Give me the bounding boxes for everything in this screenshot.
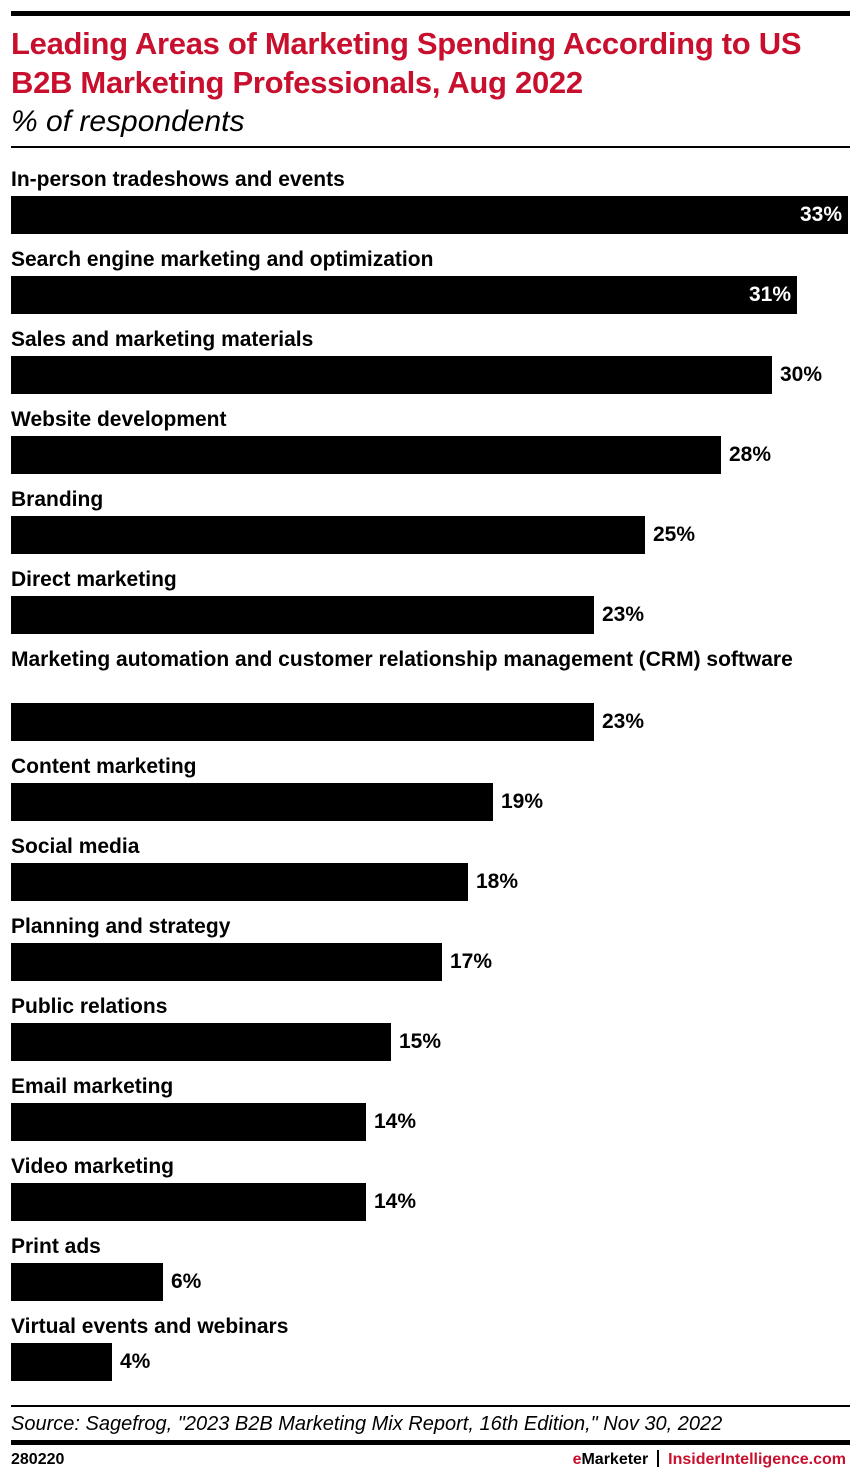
source-rule [11,1405,850,1407]
top-rule [11,11,850,16]
bar [11,1263,163,1301]
bar [11,516,645,554]
bar-value-label: 28% [729,443,772,466]
chart-id: 280220 [11,1451,65,1468]
bar-value-label: 31% [748,283,791,306]
bar-value-label: 23% [602,710,645,733]
brand-emarketer-e: e [572,1451,582,1468]
bar-label: Virtual events and webinars [11,1315,289,1338]
bar-value-label: 19% [501,790,544,813]
bar [11,1023,391,1061]
bar [11,863,468,901]
bar-label: Video marketing [11,1155,174,1178]
bar-label: Email marketing [11,1075,174,1098]
bar-value-label: 6% [171,1270,202,1293]
bar-label: Print ads [11,1235,101,1258]
bar-value-label: 23% [602,603,645,626]
bar-value-label: 4% [120,1350,151,1373]
bar-value-label: 18% [476,870,519,893]
bar-label: Marketing automation and customer relati… [11,648,793,671]
bar [11,596,594,634]
bar-value-label: 14% [374,1190,417,1213]
bar-label: Social media [11,835,140,858]
bar-label: Sales and marketing materials [11,328,314,351]
chart-subtitle: % of respondents [11,105,245,138]
bar [11,436,721,474]
bar-label: In-person tradeshows and events [11,168,345,191]
bar-label: Planning and strategy [11,915,231,938]
bar-value-label: 33% [799,203,842,226]
bar [11,1103,366,1141]
bar [11,276,797,314]
brand-site-link[interactable]: InsiderIntelligence.com [668,1451,846,1468]
bar [11,356,772,394]
header-rule [11,146,850,148]
brand-separator [657,1450,660,1467]
chart-title: Leading Areas of Marketing Spending Acco… [11,26,802,100]
bar [11,1183,366,1221]
bar-value-label: 15% [399,1030,442,1053]
brand-emarketer: Marketer [581,1451,649,1468]
bar-label: Branding [11,488,104,511]
bar-label: Public relations [11,995,168,1018]
footer-rule [11,1440,850,1445]
bar [11,703,594,741]
bar-value-label: 17% [450,950,493,973]
bar-label: Search engine marketing and optimization [11,248,434,271]
bar-label: Content marketing [11,755,197,778]
bar [11,783,493,821]
source-note: Source: Sagefrog, "2023 B2B Marketing Mi… [11,1413,723,1435]
bar-value-label: 25% [653,523,696,546]
bar-label: Direct marketing [11,568,177,591]
bar-value-label: 14% [374,1110,417,1133]
bar [11,196,848,234]
bar-value-label: 30% [780,363,823,386]
brand-footer: eMarketer InsiderIntelligence.com [573,1450,846,1470]
bar [11,943,442,981]
bar [11,1343,112,1381]
bar-label: Website development [11,408,227,431]
